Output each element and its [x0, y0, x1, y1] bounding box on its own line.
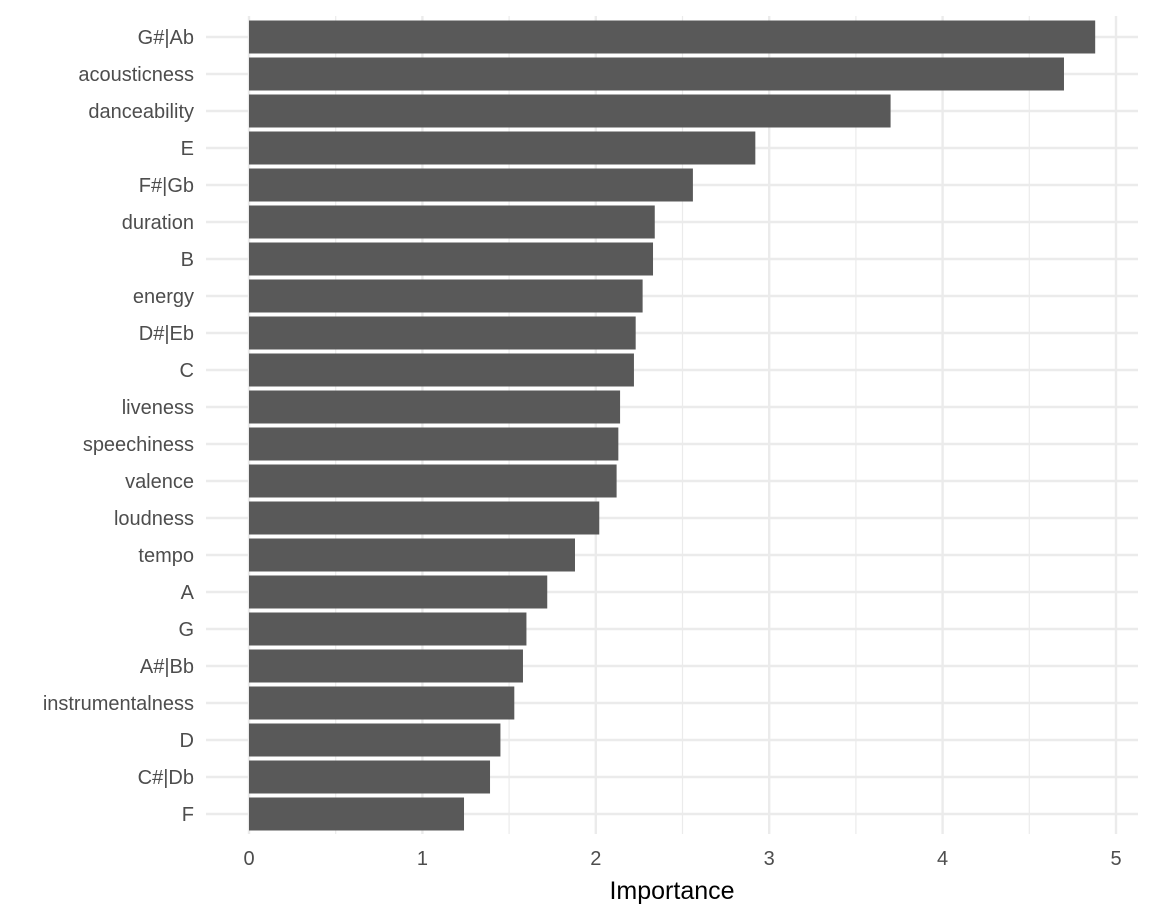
y-tick-label: D#|Eb: [139, 323, 194, 345]
y-tick-label: F: [182, 804, 194, 826]
x-axis-labels: 0 1 2 3 4 5: [243, 848, 1121, 870]
bar: [249, 760, 491, 794]
x-tick-label: 0: [243, 848, 254, 870]
y-tick-label: A: [181, 582, 195, 604]
y-tick-label: energy: [133, 286, 194, 308]
bar: [249, 279, 643, 313]
y-tick-label: tempo: [138, 545, 194, 567]
y-tick-label: A#|Bb: [140, 656, 194, 678]
bar: [249, 131, 756, 165]
y-tick-label: duration: [122, 212, 194, 234]
bar: [249, 797, 465, 831]
bar: [249, 353, 634, 387]
bar: [249, 501, 600, 535]
y-tick-label: C: [180, 360, 194, 382]
y-tick-label: C#|Db: [138, 767, 194, 789]
y-tick-label: instrumentalness: [43, 693, 194, 715]
y-tick-label: D: [180, 730, 194, 752]
y-tick-label: liveness: [122, 397, 194, 419]
y-tick-label: F#|Gb: [139, 175, 194, 197]
bar: [249, 686, 515, 720]
x-tick-label: 1: [417, 848, 428, 870]
bar: [249, 242, 654, 276]
bar: [249, 168, 693, 202]
bar: [249, 316, 636, 350]
y-axis-labels: G#|Ab acousticness danceability E F#|Gb durat…: [43, 27, 195, 826]
bar: [249, 538, 575, 572]
bar: [249, 94, 891, 128]
bar: [249, 464, 617, 498]
x-tick-label: 5: [1110, 848, 1121, 870]
x-tick-label: 4: [937, 848, 948, 870]
y-tick-label: E: [181, 138, 194, 160]
bar: [249, 649, 523, 683]
y-tick-label: speechiness: [83, 434, 194, 456]
bar: [249, 612, 527, 646]
bar: [249, 205, 655, 239]
y-tick-label: valence: [125, 471, 194, 493]
bar: [249, 575, 548, 609]
bar: [249, 390, 621, 424]
bar: [249, 57, 1064, 91]
y-tick-label: loudness: [114, 508, 194, 530]
bar: [249, 723, 501, 757]
y-tick-label: acousticness: [78, 64, 194, 86]
bar: [249, 20, 1096, 54]
x-tick-label: 3: [764, 848, 775, 870]
x-tick-label: 2: [590, 848, 601, 870]
x-axis-title: Importance: [609, 877, 734, 905]
y-tick-label: G#|Ab: [138, 27, 194, 49]
y-tick-label: G: [178, 619, 194, 641]
bar: [249, 427, 619, 461]
y-tick-label: B: [181, 249, 194, 271]
y-tick-label: danceability: [88, 101, 194, 123]
bars: [249, 20, 1096, 831]
